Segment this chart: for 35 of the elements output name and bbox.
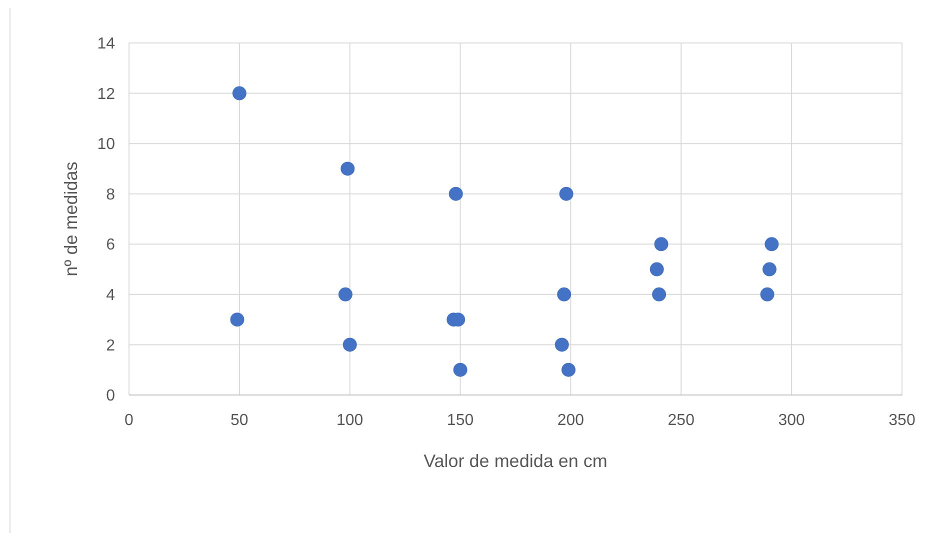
point — [562, 362, 576, 377]
x-tick-label: 350 — [888, 412, 916, 429]
x-tick-label: 100 — [336, 412, 364, 429]
y-tick-label: 0 — [106, 388, 116, 405]
y-tick-label: 4 — [106, 287, 116, 304]
point — [340, 162, 355, 176]
y-tick-label: 2 — [106, 337, 116, 354]
x-tick-label: 300 — [778, 412, 806, 429]
y-tick-label: 14 — [97, 36, 116, 53]
y-tick-label: 10 — [97, 136, 116, 154]
point — [654, 237, 668, 252]
point — [448, 186, 463, 201]
point — [559, 186, 574, 201]
x-tick-label: 250 — [668, 412, 695, 429]
y-tick-label: 12 — [97, 86, 116, 103]
point — [230, 312, 244, 327]
x-tick-label: 0 — [124, 412, 134, 429]
point — [652, 287, 666, 302]
x-tick-label: 200 — [557, 412, 584, 429]
y-tick-label: 8 — [106, 186, 116, 204]
point — [342, 338, 357, 352]
point — [650, 262, 664, 276]
point — [338, 287, 352, 302]
x-tick-label: 50 — [230, 412, 248, 429]
point — [554, 338, 569, 352]
y-axis-title: nº de medidas — [61, 162, 81, 276]
x-axis-title: Valor de medida en cm — [424, 451, 608, 471]
y-tick-label: 6 — [106, 236, 116, 254]
point — [557, 287, 572, 302]
point — [453, 362, 468, 377]
point — [764, 237, 779, 252]
x-tick-label: 150 — [446, 412, 474, 429]
point — [232, 86, 246, 100]
point — [760, 287, 774, 302]
point — [762, 262, 776, 276]
